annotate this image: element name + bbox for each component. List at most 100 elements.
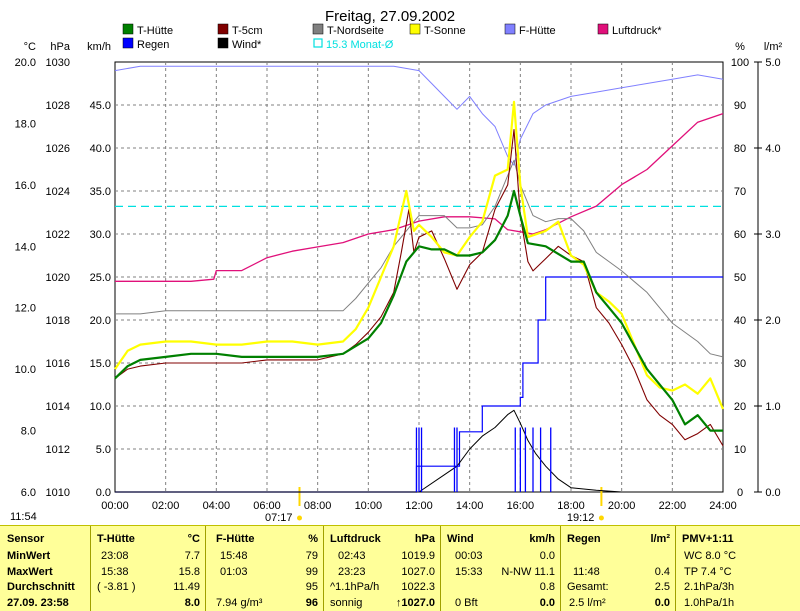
row-label-max: MaxWert (7, 566, 53, 578)
sensor-title: Sensor (7, 533, 45, 545)
percent-axis-tick-label: 90 (734, 100, 746, 112)
wind-max-time: 15:33 (455, 566, 483, 578)
fhuette-min-time: 15:48 (220, 550, 248, 562)
x-tick-label: 00:00 (101, 500, 129, 512)
fhuette-max: 99 (305, 566, 318, 578)
wind-unit: km/h (529, 533, 555, 545)
kmh-axis-tick-label: 45.0 (90, 100, 111, 112)
x-tick-label: 24:00 (709, 500, 737, 512)
thuette-column: T-Hütte °C 23:08 15:38 ( -3.81 ) 7.7 15.… (90, 526, 206, 611)
kmh-axis-tick-label: 25.0 (90, 272, 111, 284)
luftdruck-min: 1019.9 (401, 550, 435, 562)
wind-beaufort: 0 Bft (455, 597, 478, 609)
fhuette-max-time: 01:03 (220, 566, 248, 578)
legend-swatch-regen (122, 37, 134, 49)
x-tick-label: 18:00 (557, 500, 585, 512)
luftdruck-column: Luftdruck hPa 02:43 23:23 ^1.1hPa/h 1019… (323, 526, 441, 611)
kmh-axis-tick-label: 20.0 (90, 315, 111, 327)
celsius-axis-tick-label: 16.0 (15, 180, 36, 192)
legend-label-wind: Wind* (232, 39, 262, 51)
hpa-axis-tick-label: 1010 (46, 487, 70, 499)
legend-swatch-t-5cm (217, 23, 229, 35)
thuette-title: T-Hütte (97, 533, 135, 545)
summary-table: Sensor MinWert MaxWert Durchschnitt 27.0… (0, 525, 800, 611)
x-tick-label: 10:00 (355, 500, 383, 512)
thuette-max: 15.8 (178, 566, 200, 578)
rain-axis-tick-label: 3.0 (765, 229, 780, 241)
hpa-axis-tick-label: 1028 (46, 100, 70, 112)
kmh-axis-tick-label: 30.0 (90, 229, 111, 241)
luftdruck-title: Luftdruck (330, 533, 381, 545)
legend-swatch-luftdruck (597, 23, 609, 35)
regen-unit: l/m² (650, 533, 670, 545)
x-tick-label: 14:00 (456, 500, 484, 512)
series-t-hütte-line (114, 189, 723, 432)
celsius-axis-tick-label: 14.0 (15, 241, 36, 253)
regen-day-total: 2.5 l/m² (569, 597, 606, 609)
clock: 11:54 (10, 511, 37, 523)
hpa-axis-tick-label: 1018 (46, 315, 70, 327)
legend-label-luftdruck: Luftdruck* (612, 25, 662, 37)
sunset-time-label: 19:12 (567, 512, 595, 524)
rain-axis-unit-label: l/m² (764, 41, 783, 53)
pmv-title: PMV+1:11 (682, 533, 734, 545)
series-t-nordseite-line (115, 159, 724, 358)
wind-current: 0.0 (539, 597, 555, 609)
luftdruck-min-time: 02:43 (338, 550, 366, 562)
legend-swatch-t-hütte (122, 23, 134, 35)
percent-axis-unit-label: % (735, 41, 745, 53)
x-tick-label: 12:00 (405, 500, 433, 512)
kmh-axis-tick-label: 35.0 (90, 186, 111, 198)
hpa-axis-tick-label: 1012 (46, 444, 70, 456)
legend-swatch-15-3-monat (313, 38, 323, 48)
x-tick-label: 08:00 (304, 500, 332, 512)
celsius-axis-tick-label: 18.0 (15, 118, 36, 130)
sunrise-time-label: 07:17 (265, 512, 293, 524)
hpa-axis-tick-label: 1030 (46, 57, 70, 69)
luftdruck-max: 1027.0 (401, 566, 435, 578)
fhuette-avg: 95 (305, 581, 318, 593)
pmv-column: PMV+1:11 WC 8.0 °C TP 7.4 °C 2.1hPa/3h 1… (675, 526, 800, 611)
legend-label-t-nordseite: T-Nordseite (327, 25, 384, 37)
legend-swatch-f-hütte (504, 23, 516, 35)
row-label-min: MinWert (7, 550, 51, 562)
hpa-axis-tick-label: 1020 (46, 272, 70, 284)
percent-axis-tick-label: 40 (734, 315, 746, 327)
series-f-hütte-line (114, 65, 724, 166)
weather-forecast: sonnig (330, 597, 363, 609)
wind-avg: 0.8 (539, 581, 555, 593)
rain-axis-tick-label: 1.0 (765, 401, 780, 413)
percent-axis-tick-label: 20 (734, 401, 746, 413)
thuette-avg-note: ( -3.81 ) (97, 581, 136, 593)
hpa-axis-tick-label: 1024 (46, 186, 70, 198)
x-tick-label: 16:00 (507, 500, 535, 512)
x-tick-label: 06:00 (253, 500, 281, 512)
celsius-axis-tick-label: 10.0 (15, 364, 36, 376)
fhuette-min: 79 (305, 550, 318, 562)
x-tick-label: 22:00 (659, 500, 687, 512)
legend-label-regen: Regen (137, 39, 169, 51)
legend: T-Hütte T-5cm T-Nordseite T-Sonne F-Hütte Luf… (122, 23, 662, 51)
kmh-axis-tick-label: 40.0 (90, 143, 111, 155)
kmh-axis-tick-label: 0.0 (96, 487, 111, 499)
legend-label-15-3-monat: 15.3 Monat-Ø (326, 39, 394, 51)
fhuette-current: 96 (305, 597, 318, 609)
sunset-dot (598, 515, 604, 521)
hpa-axis-tick-label: 1026 (46, 143, 70, 155)
luftdruck-trend: ^1.1hPa/h (330, 581, 380, 593)
percent-axis-tick-label: 100 (731, 57, 749, 69)
wind-max: N-NW 11.1 (501, 566, 555, 578)
luftdruck-unit: hPa (414, 533, 435, 545)
percent-axis-tick-label: 70 (734, 186, 746, 198)
rain-axis-tick-label: 2.0 (765, 315, 780, 327)
hpa-axis-unit-label: hPa (50, 41, 70, 53)
regen-max: 0.4 (654, 566, 670, 578)
fhuette-abs-humidity: 7.94 g/m³ (216, 597, 263, 609)
x-tick-label: 04:00 (203, 500, 231, 512)
kmh-axis-unit-label: km/h (87, 41, 111, 53)
pmv-windchill: WC 8.0 °C (684, 550, 737, 562)
x-tick-label: 02:00 (152, 500, 180, 512)
legend-swatch-wind (217, 37, 229, 49)
fhuette-column: F-Hütte % 15:48 01:03 79 99 95 7.94 g/m³… (205, 526, 324, 611)
kmh-axis-tick-label: 5.0 (96, 444, 111, 456)
